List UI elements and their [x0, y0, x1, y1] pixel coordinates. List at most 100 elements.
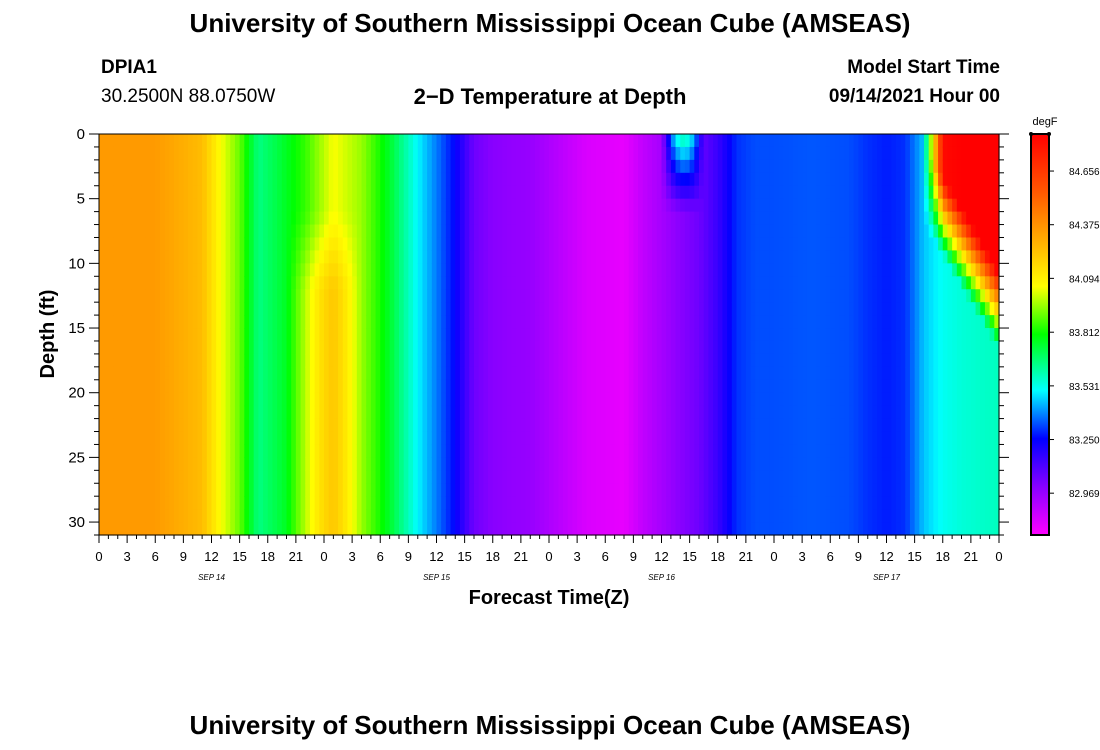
- heatmap-cell: [830, 483, 836, 497]
- heatmap-cell: [567, 146, 574, 161]
- heatmap-cell: [450, 470, 456, 484]
- heatmap-cell: [830, 185, 836, 200]
- heatmap-cell: [759, 366, 766, 381]
- heatmap-cell: [459, 237, 466, 252]
- heatmap-cell: [614, 263, 620, 277]
- heatmap-cell: [230, 496, 236, 510]
- heatmap-cell: [741, 509, 747, 523]
- heatmap-cell: [530, 340, 536, 355]
- heatmap-cell: [539, 328, 545, 342]
- heatmap-cell: [713, 198, 719, 213]
- heatmap-cell: [624, 496, 630, 510]
- heatmap-cell: [300, 224, 306, 239]
- heatmap-cell: [750, 379, 756, 394]
- heatmap-cell: [370, 483, 377, 497]
- heatmap-cell: [675, 405, 681, 420]
- heatmap-cell: [525, 496, 531, 510]
- heatmap-cell: [520, 431, 527, 446]
- heatmap-cell: [375, 431, 381, 446]
- heatmap-cell: [792, 302, 799, 316]
- heatmap-cell: [314, 470, 320, 484]
- heatmap-cell: [352, 185, 358, 200]
- heatmap-cell: [511, 185, 517, 200]
- heatmap-cell: [502, 366, 508, 381]
- heatmap-cell: [216, 470, 222, 484]
- heatmap-cell: [731, 250, 738, 264]
- heatmap-cell: [249, 328, 255, 342]
- heatmap-cell: [347, 418, 353, 433]
- heatmap-cell: [783, 392, 789, 407]
- heatmap-cell: [750, 353, 756, 368]
- heatmap-cell: [755, 237, 761, 252]
- heatmap-cell: [263, 134, 269, 148]
- heatmap-cell: [169, 496, 175, 510]
- heatmap-cell: [745, 185, 752, 200]
- heatmap-cell: [352, 289, 358, 303]
- heatmap-cell: [436, 444, 442, 458]
- heatmap-cell: [647, 172, 653, 187]
- heatmap-cell: [736, 431, 742, 446]
- heatmap-cell: [577, 302, 583, 316]
- heatmap-cell: [741, 211, 747, 226]
- heatmap-cell: [675, 159, 681, 174]
- heatmap-cell: [305, 263, 311, 277]
- heatmap-cell: [844, 509, 850, 523]
- heatmap-cell: [281, 250, 288, 264]
- heatmap-cell: [141, 366, 147, 381]
- heatmap-cell: [384, 315, 391, 329]
- heatmap-cell: [408, 405, 414, 420]
- heatmap-cell: [741, 522, 747, 536]
- heatmap-cell: [774, 366, 780, 381]
- heatmap-cell: [375, 418, 381, 433]
- heatmap-cell: [183, 366, 189, 381]
- heatmap-cell: [127, 366, 133, 381]
- heatmap-cell: [638, 315, 644, 329]
- heatmap-cell: [464, 172, 470, 187]
- heatmap-cell: [464, 315, 470, 329]
- heatmap-cell: [169, 340, 175, 355]
- heatmap-cell: [202, 250, 208, 264]
- heatmap-cell: [263, 483, 269, 497]
- heatmap-cell: [183, 392, 189, 407]
- heatmap-cell: [820, 198, 827, 213]
- heatmap-cell: [741, 444, 747, 458]
- heatmap-cell: [347, 289, 353, 303]
- heatmap-cell: [586, 211, 592, 226]
- heatmap-cell: [549, 185, 555, 200]
- heatmap-cell: [464, 353, 470, 368]
- heatmap-cell: [216, 315, 222, 329]
- heatmap-cell: [347, 250, 353, 264]
- heatmap-cell: [844, 496, 850, 510]
- heatmap-cell: [567, 289, 574, 303]
- heatmap-cell: [661, 418, 667, 433]
- heatmap-cell: [849, 237, 855, 252]
- heatmap-cell: [150, 431, 156, 446]
- heatmap-cell: [506, 134, 513, 148]
- heatmap-cell: [670, 302, 677, 316]
- heatmap-cell: [403, 405, 409, 420]
- heatmap-cell: [469, 379, 475, 394]
- heatmap-cell: [324, 328, 330, 342]
- heatmap-cell: [764, 172, 770, 187]
- heatmap-cell: [136, 315, 142, 329]
- heatmap-cell: [183, 340, 189, 355]
- heatmap-cell: [108, 315, 114, 329]
- heatmap-cell: [422, 315, 428, 329]
- heatmap-cell: [286, 211, 292, 226]
- heatmap-cell: [530, 276, 536, 290]
- heatmap-cell: [825, 172, 831, 187]
- heatmap-cell: [164, 483, 170, 497]
- heatmap-cell: [394, 431, 400, 446]
- heatmap-cell: [183, 509, 189, 523]
- heatmap-cell: [502, 431, 508, 446]
- heatmap-cell: [178, 405, 184, 420]
- heatmap-cell: [586, 470, 592, 484]
- heatmap-cell: [206, 315, 213, 329]
- heatmap-cell: [722, 483, 728, 497]
- heatmap-cell: [234, 483, 241, 497]
- heatmap-cell: [314, 431, 320, 446]
- heatmap-cell: [497, 405, 503, 420]
- heatmap-cell: [699, 353, 705, 368]
- heatmap-cell: [488, 198, 494, 213]
- heatmap-cell: [774, 496, 780, 510]
